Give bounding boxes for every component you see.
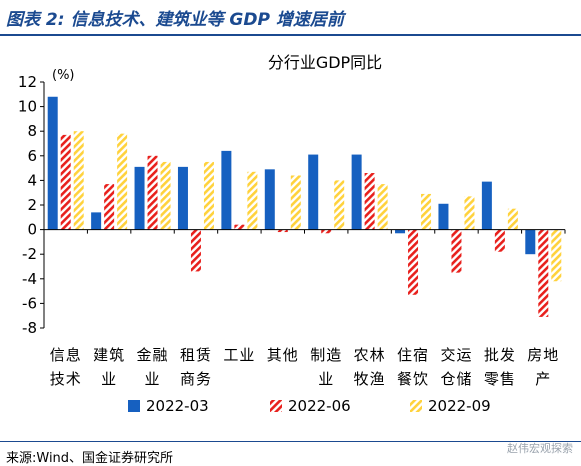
bar bbox=[481, 181, 492, 230]
x-tick-label: 制造 bbox=[310, 346, 342, 364]
bar bbox=[464, 196, 475, 230]
bar bbox=[334, 180, 345, 230]
y-tick-label: 12 bbox=[18, 73, 37, 91]
bar bbox=[47, 96, 58, 230]
x-tick-label: 信息 bbox=[50, 346, 82, 364]
bar bbox=[104, 184, 115, 230]
x-tick-label: 批发 bbox=[484, 346, 516, 364]
x-tick-label: 牧渔 bbox=[354, 370, 386, 388]
bar bbox=[160, 161, 171, 230]
bar bbox=[451, 229, 462, 273]
x-tick-label: 产 bbox=[535, 370, 551, 388]
bar bbox=[177, 166, 188, 230]
bar bbox=[421, 193, 432, 230]
x-tick-label: 农林 bbox=[354, 346, 386, 364]
chart-title: 分行业GDP同比 bbox=[268, 53, 382, 72]
bar bbox=[264, 169, 275, 230]
bar bbox=[203, 161, 214, 230]
x-tick-label: 零售 bbox=[484, 370, 516, 388]
bar bbox=[351, 154, 362, 230]
bar bbox=[247, 171, 258, 230]
x-tick-label: 建筑 bbox=[93, 346, 125, 364]
legend-label: 2022-09 bbox=[428, 397, 491, 415]
bar bbox=[395, 229, 406, 234]
x-tick-label: 金融 bbox=[137, 346, 169, 364]
legend-label: 2022-03 bbox=[146, 397, 209, 415]
x-tick-label: 业 bbox=[318, 370, 334, 388]
bar bbox=[60, 134, 71, 230]
x-tick-label: 业 bbox=[101, 370, 117, 388]
legend-swatch bbox=[270, 400, 282, 412]
bar bbox=[91, 212, 102, 230]
x-tick-label: 仓储 bbox=[440, 370, 472, 388]
source-note: 来源:Wind、国金证券研究所 bbox=[6, 451, 174, 466]
bar bbox=[525, 229, 536, 255]
x-tick-label: 租赁 bbox=[180, 346, 212, 364]
bar bbox=[277, 229, 288, 233]
x-tick-label: 房地 bbox=[527, 346, 559, 364]
y-tick-label: 4 bbox=[27, 171, 37, 189]
bar bbox=[494, 229, 505, 252]
bar bbox=[190, 229, 201, 272]
bar bbox=[234, 224, 245, 230]
y-tick-label: -8 bbox=[22, 319, 37, 337]
bar bbox=[507, 208, 518, 230]
x-tick-label: 其他 bbox=[267, 346, 299, 364]
x-tick-label: 餐饮 bbox=[397, 370, 429, 388]
y-tick-label: -6 bbox=[22, 294, 37, 312]
y-axis-unit: (%) bbox=[52, 68, 75, 83]
bar bbox=[377, 184, 388, 230]
bar bbox=[117, 133, 128, 230]
title-rule bbox=[0, 34, 581, 36]
bar bbox=[221, 150, 232, 230]
x-tick-label: 交运 bbox=[440, 346, 472, 364]
watermark: 赵伟宏观探索 bbox=[507, 442, 573, 455]
bar bbox=[308, 154, 319, 230]
source-rule bbox=[0, 441, 581, 442]
y-tick-label: 8 bbox=[27, 122, 37, 140]
x-tick-label: 住宿 bbox=[397, 346, 429, 364]
y-tick-label: 6 bbox=[27, 147, 37, 165]
y-tick-label: -2 bbox=[22, 245, 37, 263]
bar bbox=[321, 229, 332, 234]
bar bbox=[408, 229, 419, 295]
y-tick-label: 10 bbox=[18, 98, 37, 116]
x-tick-label: 商务 bbox=[180, 370, 212, 388]
x-tick-label: 工业 bbox=[223, 346, 255, 364]
x-tick-label: 业 bbox=[145, 370, 161, 388]
bar bbox=[551, 229, 562, 282]
y-tick-label: 2 bbox=[27, 196, 37, 214]
bar bbox=[147, 155, 158, 230]
y-tick-label: -4 bbox=[22, 270, 37, 288]
legend-swatch bbox=[410, 400, 422, 412]
y-tick-label: 0 bbox=[27, 221, 37, 239]
bar bbox=[364, 173, 375, 230]
legend-swatch bbox=[128, 400, 140, 412]
bar bbox=[290, 175, 301, 230]
bar bbox=[438, 203, 449, 230]
x-tick-label: 技术 bbox=[50, 370, 82, 388]
figure-title: 图表 2: 信息技术、建筑业等 GDP 增速居前 bbox=[6, 10, 344, 30]
bar bbox=[73, 131, 84, 230]
legend-label: 2022-06 bbox=[288, 397, 351, 415]
bar bbox=[134, 166, 145, 230]
bar bbox=[538, 229, 549, 317]
